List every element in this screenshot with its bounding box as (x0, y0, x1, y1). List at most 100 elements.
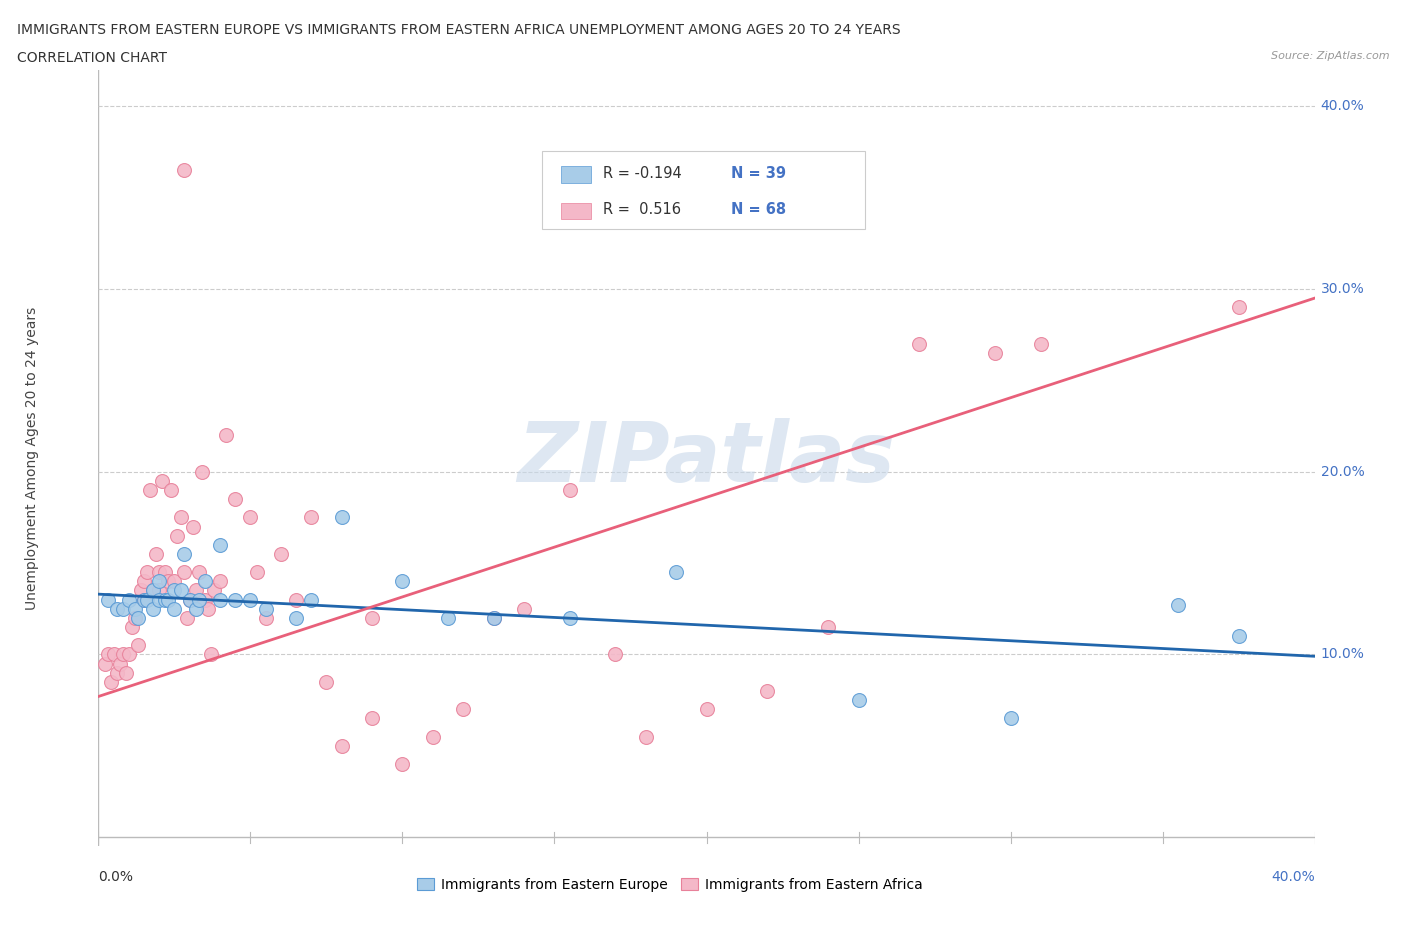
Point (391, 757, 413, 772)
Point (127, 610, 149, 625)
Point (558, 610, 581, 625)
Text: 40.0%: 40.0% (1271, 870, 1315, 884)
Point (756, 684, 779, 698)
Point (124, 610, 146, 625)
Point (437, 610, 460, 625)
Point (908, 337, 931, 352)
Text: IMMIGRANTS FROM EASTERN EUROPE VS IMMIGRANTS FROM EASTERN AFRICA UNEMPLOYMENT AM: IMMIGRANTS FROM EASTERN EUROPE VS IMMIGR… (17, 23, 900, 37)
Point (145, 547, 167, 562)
Point (148, 583, 170, 598)
Point (163, 574, 186, 589)
Point (136, 565, 159, 579)
Point (181, 519, 204, 534)
Point (148, 565, 170, 579)
FancyBboxPatch shape (561, 166, 591, 182)
Point (224, 492, 246, 507)
Point (239, 592, 262, 607)
Text: 10.0%: 10.0% (1320, 647, 1365, 661)
Point (482, 610, 505, 625)
Point (187, 592, 209, 607)
Point (817, 619, 839, 634)
Point (330, 738, 353, 753)
Point (173, 565, 195, 579)
Point (239, 510, 262, 525)
Point (148, 592, 170, 607)
Point (148, 574, 170, 589)
FancyBboxPatch shape (561, 203, 591, 219)
Point (558, 483, 581, 498)
Point (132, 592, 155, 607)
Point (169, 510, 191, 525)
Point (224, 592, 246, 607)
Point (105, 665, 128, 680)
Text: 0.0%: 0.0% (98, 870, 134, 884)
FancyBboxPatch shape (543, 152, 865, 229)
Point (169, 583, 191, 598)
Point (315, 674, 337, 689)
Point (136, 592, 159, 607)
Point (361, 610, 384, 625)
Text: ZIPatlas: ZIPatlas (517, 418, 896, 498)
Point (482, 610, 505, 625)
Point (696, 702, 718, 717)
Point (391, 574, 413, 589)
Point (209, 592, 232, 607)
Text: R = -0.194: R = -0.194 (603, 166, 682, 180)
Point (142, 583, 165, 598)
Point (155, 565, 177, 579)
Text: N = 39: N = 39 (731, 166, 786, 180)
Point (160, 483, 183, 498)
Point (605, 647, 627, 662)
Point (173, 163, 195, 178)
Point (118, 647, 141, 662)
Point (197, 602, 219, 617)
Point (299, 510, 322, 525)
Point (100, 674, 122, 689)
Point (105, 602, 128, 617)
Point (422, 729, 444, 744)
Point (132, 574, 155, 589)
Point (127, 638, 149, 653)
Text: Source: ZipAtlas.com: Source: ZipAtlas.com (1271, 51, 1389, 61)
Point (848, 693, 870, 708)
Point (157, 592, 180, 607)
Point (124, 602, 146, 617)
Point (176, 610, 198, 625)
Point (209, 574, 232, 589)
Point (634, 729, 657, 744)
Point (513, 602, 536, 617)
Point (142, 583, 165, 598)
Text: N = 68: N = 68 (731, 202, 786, 217)
Point (200, 647, 222, 662)
Point (1227, 629, 1250, 644)
Point (118, 592, 141, 607)
Point (194, 574, 217, 589)
Point (111, 602, 134, 617)
Point (254, 610, 277, 625)
Text: Unemployment Among Ages 20 to 24 years: Unemployment Among Ages 20 to 24 years (24, 306, 38, 610)
Point (245, 565, 267, 579)
Text: 30.0%: 30.0% (1320, 282, 1364, 296)
Point (111, 647, 134, 662)
Point (453, 702, 475, 717)
Point (191, 464, 214, 479)
Point (114, 665, 136, 680)
Point (299, 592, 322, 607)
Point (132, 592, 155, 607)
Point (202, 583, 225, 598)
Point (270, 547, 292, 562)
Point (163, 583, 186, 598)
Point (157, 574, 180, 589)
Point (1227, 299, 1250, 314)
Point (187, 565, 209, 579)
Point (129, 583, 152, 598)
Text: R =  0.516: R = 0.516 (603, 202, 681, 217)
Point (285, 610, 308, 625)
Point (93, 657, 115, 671)
Point (166, 528, 188, 543)
Point (103, 647, 125, 662)
Point (330, 510, 353, 525)
Point (1167, 598, 1189, 613)
Point (285, 592, 308, 607)
Point (184, 583, 207, 598)
